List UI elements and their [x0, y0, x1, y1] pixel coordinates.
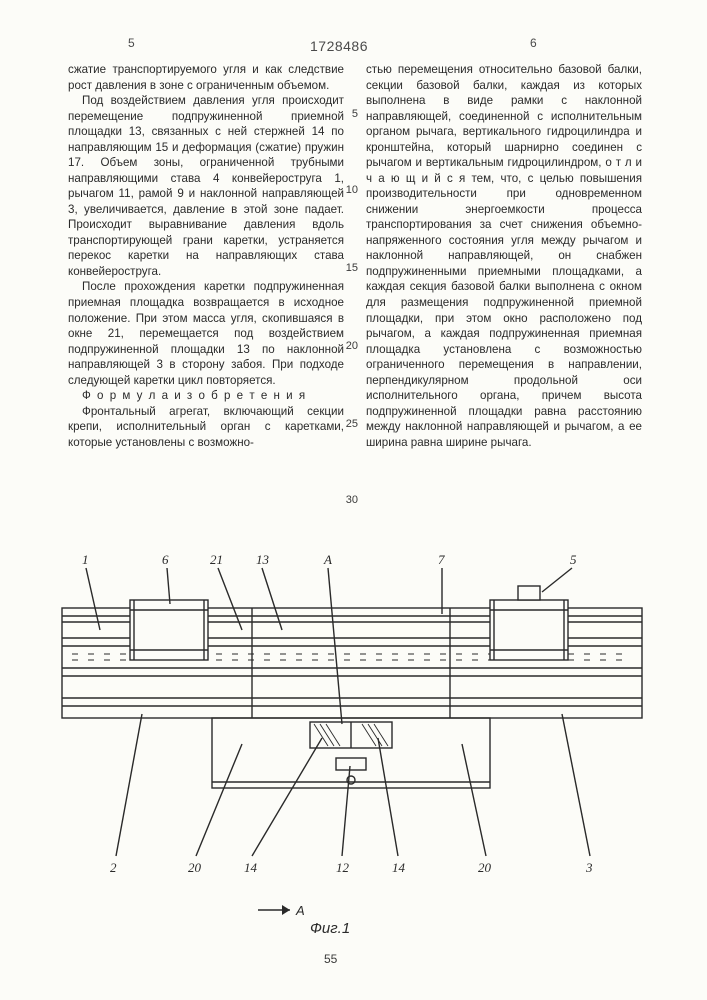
callout-bot-2: 2 — [110, 860, 117, 875]
patent-page: 5 1728486 6 сжатие транспортируемого угл… — [0, 0, 707, 1000]
callout-top-7: 7 — [438, 552, 445, 567]
page-footer-num: 55 — [324, 952, 337, 966]
callout-bot-20b: 20 — [478, 860, 492, 875]
formula-heading: Ф о р м у л а и з о б р е т е н и я — [68, 388, 344, 404]
right-column: стью перемещения относительно базовой ба… — [366, 62, 642, 450]
figure-1: 1 6 21 13 А 7 5 2 20 14 12 14 20 3 — [42, 538, 662, 938]
callout-top-6: 6 — [162, 552, 169, 567]
callout-bot-3: 3 — [585, 860, 593, 875]
ln-15: 15 — [346, 262, 358, 274]
figure-label: Фиг.1 — [310, 920, 350, 937]
patent-number: 1728486 — [310, 38, 368, 54]
callout-top-a: А — [323, 552, 332, 567]
callout-bot-14b: 14 — [392, 860, 406, 875]
ln-30: 30 — [346, 494, 358, 506]
callout-top-5: 5 — [570, 552, 577, 567]
callout-bot-12: 12 — [336, 860, 350, 875]
text-columns: сжатие транспортируемого угля и как след… — [68, 62, 648, 450]
svg-text:А: А — [295, 903, 305, 918]
ln-20: 20 — [346, 340, 358, 352]
left-column: сжатие транспортируемого угля и как след… — [68, 62, 344, 450]
callout-bot-20: 20 — [188, 860, 202, 875]
ln-25: 25 — [346, 418, 358, 430]
ln-5: 5 — [352, 108, 358, 120]
para-r1: стью перемещения относительно базовой ба… — [366, 62, 642, 450]
col-number-left: 5 — [128, 36, 135, 50]
para-1: сжатие транспортируемого угля и как след… — [68, 62, 344, 93]
col-number-right: 6 — [530, 36, 537, 50]
callout-top-1: 1 — [82, 552, 89, 567]
callout-top-21: 21 — [210, 552, 223, 567]
para-2: Под воздействием давления угля происходи… — [68, 93, 344, 279]
ln-10: 10 — [346, 184, 358, 196]
para-3: После прохождения каретки подпружиненная… — [68, 279, 344, 388]
para-5: Фронтальный агрегат, включающий секции к… — [68, 404, 344, 451]
figure-svg: 1 6 21 13 А 7 5 2 20 14 12 14 20 3 — [42, 538, 662, 938]
callout-bot-14: 14 — [244, 860, 258, 875]
callout-top-13: 13 — [256, 552, 270, 567]
